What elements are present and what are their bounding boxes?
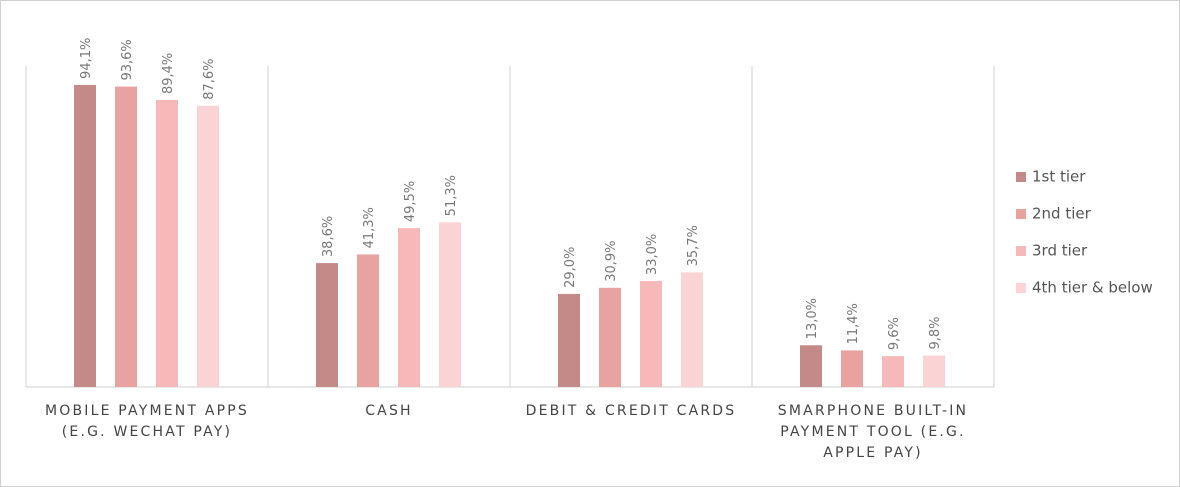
- category-label: DEBIT & CREDIT CARDS: [525, 403, 737, 419]
- value-label: 9,8%: [928, 317, 943, 350]
- value-label: 41,3%: [362, 207, 377, 248]
- category-label: SMARPHONE BUILT-IN PAYMENT TOOL (E.G. AP…: [777, 403, 969, 461]
- legend-label: 1st tier: [1032, 168, 1086, 186]
- bar: [800, 345, 822, 387]
- value-label: 94,1%: [79, 38, 94, 79]
- bar: [841, 350, 863, 387]
- category-label: CASH: [365, 403, 413, 419]
- value-label: 11,4%: [846, 303, 861, 344]
- bar: [357, 254, 379, 387]
- value-label: 49,5%: [403, 181, 418, 222]
- legend-label: 3rd tier: [1032, 242, 1088, 260]
- value-label: 29,0%: [563, 247, 578, 288]
- bar: [681, 272, 703, 387]
- value-label: 35,7%: [686, 225, 701, 266]
- value-label: 87,6%: [202, 58, 217, 99]
- bar: [398, 228, 420, 387]
- legend-swatch: [1016, 246, 1026, 256]
- value-label: 9,6%: [887, 317, 902, 350]
- bar: [923, 355, 945, 387]
- bar: [197, 105, 219, 387]
- value-label: 38,6%: [321, 216, 336, 257]
- bar: [599, 287, 621, 387]
- legend-label: 4th tier & below: [1032, 279, 1153, 297]
- legend-swatch: [1016, 209, 1026, 219]
- bar: [74, 84, 96, 388]
- value-label: 93,6%: [120, 39, 135, 80]
- legend-swatch: [1016, 283, 1026, 293]
- value-label: 30,9%: [604, 240, 619, 281]
- bar: [115, 86, 137, 387]
- legend-label: 2nd tier: [1032, 205, 1092, 223]
- bar: [882, 356, 904, 387]
- value-label: 89,4%: [161, 53, 176, 94]
- bar: [558, 293, 580, 387]
- value-label: 33,0%: [645, 234, 660, 275]
- bar: [316, 263, 338, 387]
- legend-swatch: [1016, 172, 1026, 182]
- value-label: 13,0%: [805, 298, 820, 339]
- bar: [156, 100, 178, 387]
- category-label: MOBILE PAYMENT APPS (E.G. WECHAT PAY): [44, 403, 250, 440]
- bar: [640, 281, 662, 387]
- bar: [439, 222, 461, 387]
- value-label: 51,3%: [444, 175, 459, 216]
